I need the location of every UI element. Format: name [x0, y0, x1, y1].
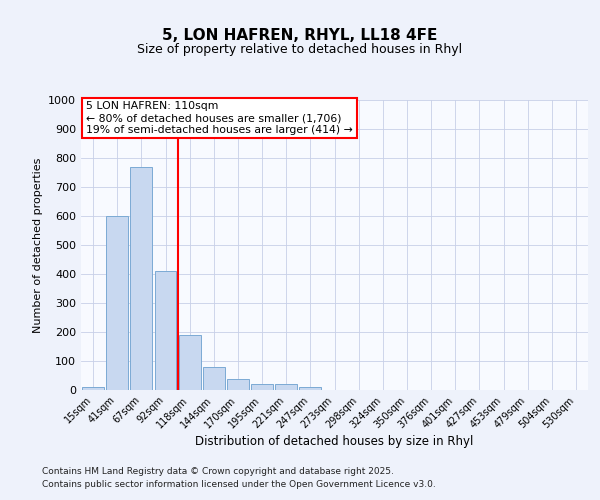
Bar	[82, 387, 104, 390]
Text: Contains HM Land Registry data © Crown copyright and database right 2025.: Contains HM Land Registry data © Crown c…	[42, 467, 394, 476]
Text: Size of property relative to detached houses in Rhyl: Size of property relative to detached ho…	[137, 42, 463, 56]
Bar	[275, 384, 297, 390]
Text: 5 LON HAFREN: 110sqm
← 80% of detached houses are smaller (1,706)
19% of semi-de: 5 LON HAFREN: 110sqm ← 80% of detached h…	[86, 102, 353, 134]
Bar	[299, 387, 321, 390]
Bar	[155, 271, 176, 390]
Bar	[179, 335, 200, 390]
Bar	[130, 166, 152, 390]
Bar	[227, 379, 249, 390]
Text: Contains public sector information licensed under the Open Government Licence v3: Contains public sector information licen…	[42, 480, 436, 489]
Bar	[251, 384, 273, 390]
Bar	[106, 216, 128, 390]
X-axis label: Distribution of detached houses by size in Rhyl: Distribution of detached houses by size …	[196, 436, 473, 448]
Y-axis label: Number of detached properties: Number of detached properties	[32, 158, 43, 332]
Bar	[203, 368, 224, 390]
Text: 5, LON HAFREN, RHYL, LL18 4FE: 5, LON HAFREN, RHYL, LL18 4FE	[163, 28, 437, 42]
